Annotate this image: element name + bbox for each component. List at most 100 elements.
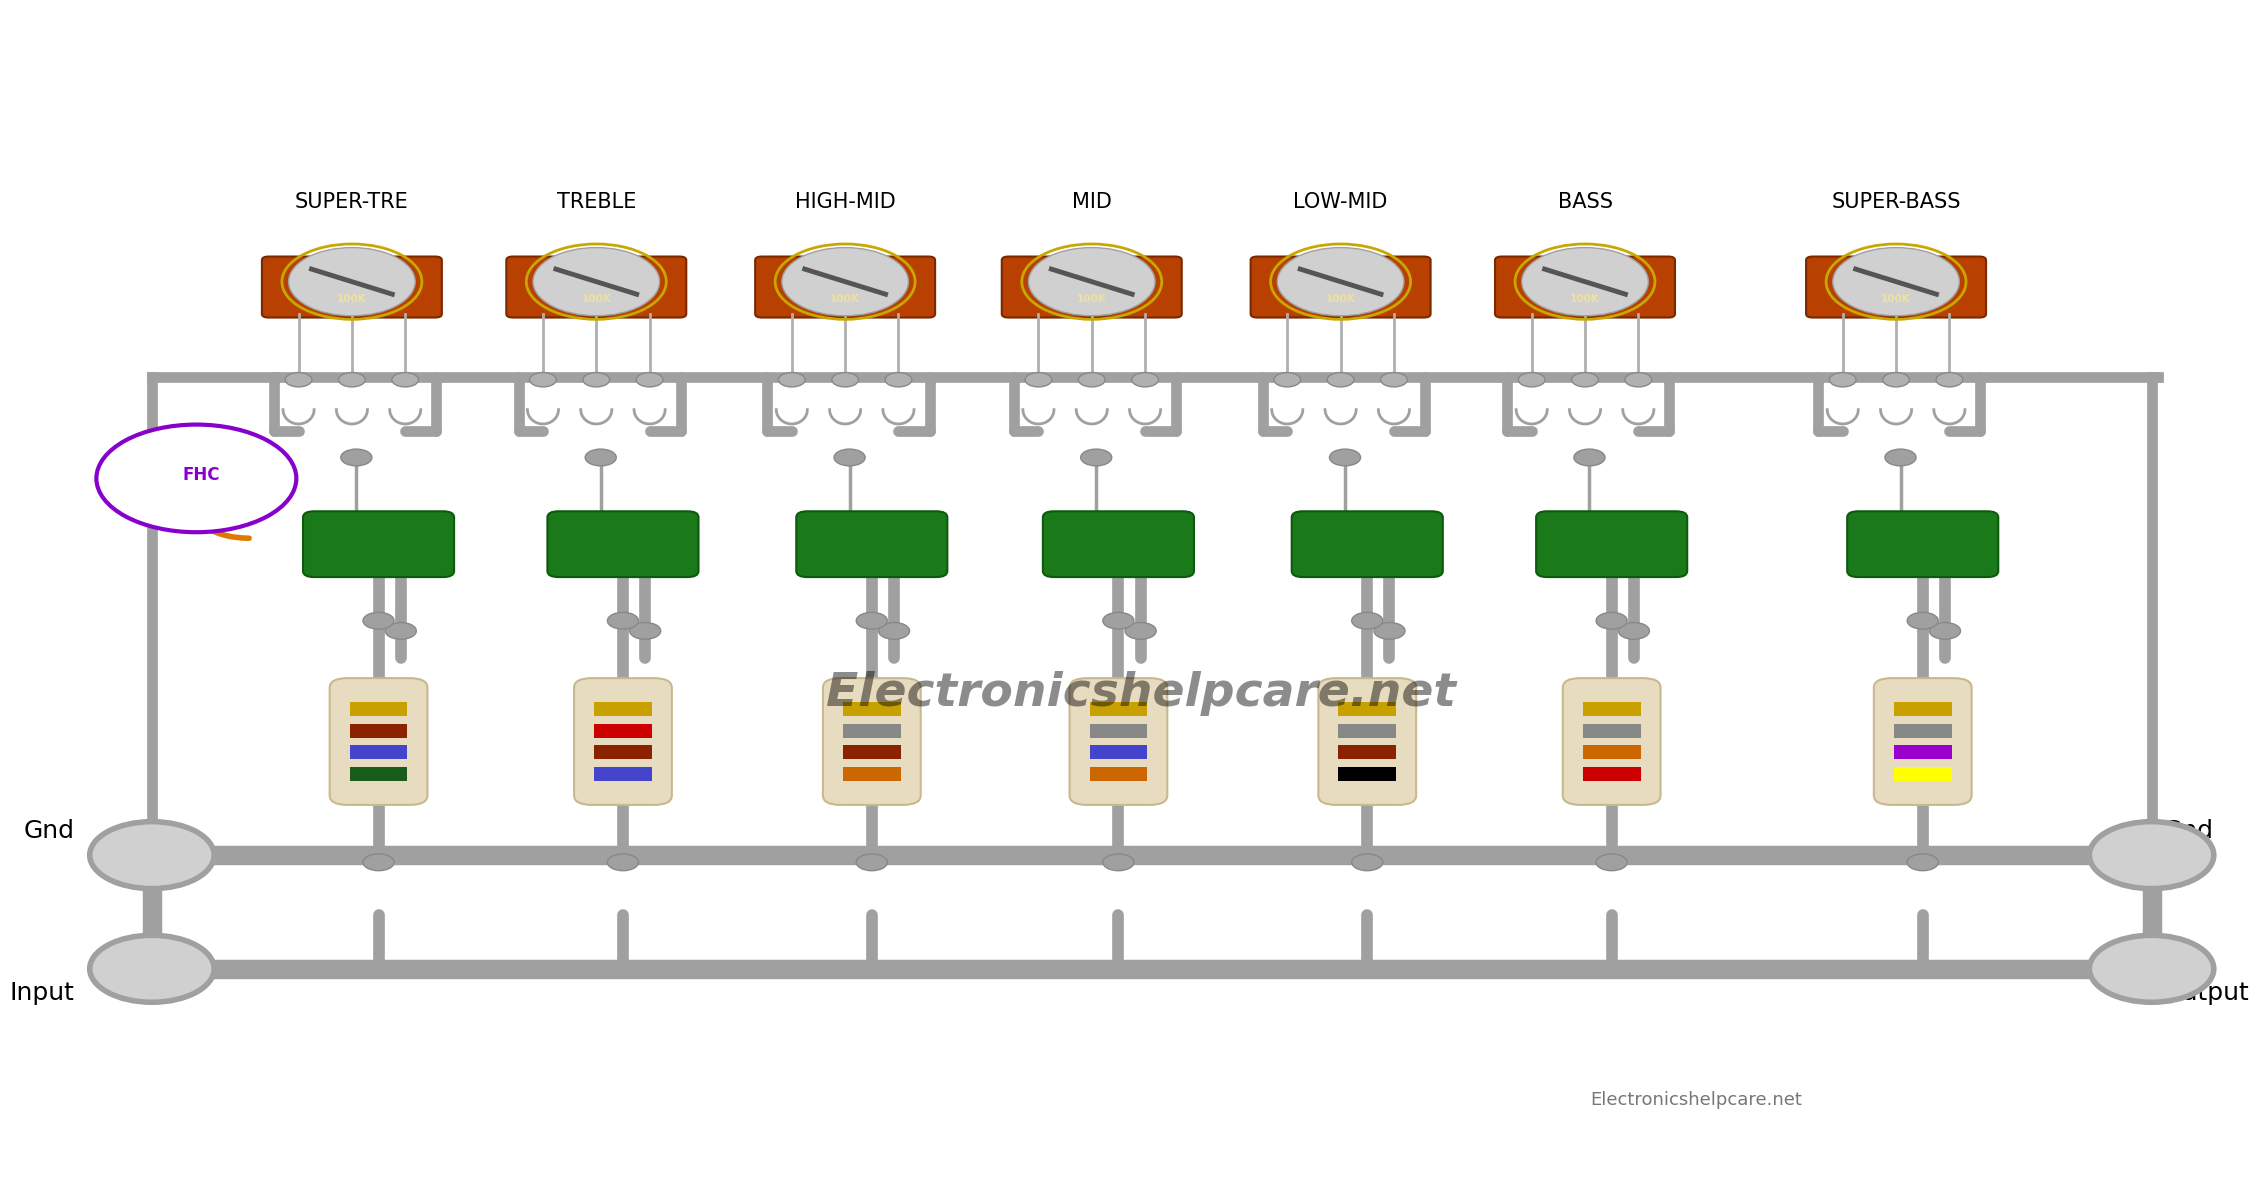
Circle shape [1907,854,1939,871]
Bar [349,724,408,738]
Bar [1583,702,1640,716]
Text: TREBLE: TREBLE [556,193,635,213]
Circle shape [1329,448,1361,465]
Text: Electronicshelpcare.net: Electronicshelpcare.net [1590,1091,1803,1110]
Circle shape [288,248,415,316]
Circle shape [1522,248,1649,316]
Text: 100K: 100K [830,294,860,304]
Circle shape [835,448,864,465]
Bar [1583,767,1640,781]
Circle shape [1597,854,1626,871]
Bar [349,767,408,781]
Circle shape [885,373,912,388]
FancyBboxPatch shape [1250,256,1431,317]
Circle shape [1597,612,1626,629]
FancyBboxPatch shape [1070,678,1168,805]
FancyBboxPatch shape [796,511,948,576]
Circle shape [1132,373,1159,388]
FancyBboxPatch shape [1293,511,1442,576]
Circle shape [608,854,640,871]
Circle shape [531,373,556,388]
Circle shape [1574,448,1606,465]
Text: Gnd: Gnd [23,819,75,843]
FancyBboxPatch shape [1495,256,1676,317]
FancyBboxPatch shape [1563,678,1660,805]
Bar [1338,767,1397,781]
Circle shape [338,373,365,388]
Circle shape [1102,612,1134,629]
Circle shape [2089,822,2214,889]
Circle shape [778,373,805,388]
Circle shape [286,373,313,388]
Bar [1894,702,1950,716]
FancyBboxPatch shape [261,256,442,317]
Circle shape [857,854,887,871]
Text: 100K: 100K [1569,294,1599,304]
Circle shape [2089,935,2214,1002]
Text: Electronicshelpcare.net: Electronicshelpcare.net [826,671,1456,716]
Circle shape [95,425,297,532]
Bar [844,702,900,716]
Circle shape [1125,622,1157,639]
Text: LOW-MID: LOW-MID [1293,193,1388,213]
Circle shape [1277,248,1404,316]
Bar [1338,745,1397,759]
Circle shape [1830,373,1855,388]
Circle shape [832,373,860,388]
Bar [1894,745,1950,759]
Bar [594,724,651,738]
Text: Output: Output [2164,981,2250,1005]
FancyBboxPatch shape [823,678,921,805]
Circle shape [1624,373,1651,388]
Circle shape [1885,448,1916,465]
FancyBboxPatch shape [755,256,934,317]
Circle shape [1930,622,1960,639]
Bar [1089,767,1148,781]
Bar [1338,724,1397,738]
Circle shape [637,373,662,388]
Bar [1894,724,1950,738]
Text: Input: Input [9,981,75,1005]
Circle shape [631,622,660,639]
Circle shape [1517,373,1545,388]
Circle shape [585,448,617,465]
FancyBboxPatch shape [329,678,426,805]
Circle shape [608,612,640,629]
Circle shape [363,612,395,629]
FancyBboxPatch shape [1873,678,1971,805]
Text: MID: MID [1073,193,1111,213]
Text: SUPER-TRE: SUPER-TRE [295,193,408,213]
Bar [1583,745,1640,759]
Circle shape [1937,373,1962,388]
Circle shape [1275,373,1300,388]
Circle shape [1619,622,1649,639]
FancyBboxPatch shape [547,511,699,576]
FancyBboxPatch shape [506,256,687,317]
Circle shape [1381,373,1406,388]
Circle shape [1025,373,1052,388]
Text: 100K: 100K [1327,294,1356,304]
Circle shape [1572,373,1599,388]
Text: 100K: 100K [338,294,367,304]
Text: FHC: FHC [181,465,220,484]
Circle shape [533,248,660,316]
Circle shape [1027,248,1154,316]
Bar [1089,724,1148,738]
Text: BASS: BASS [1558,193,1613,213]
Bar [1894,767,1950,781]
FancyBboxPatch shape [1846,511,1998,576]
Text: 100K: 100K [1880,294,1912,304]
Circle shape [340,448,372,465]
Circle shape [1077,373,1105,388]
Circle shape [857,612,887,629]
Bar [844,745,900,759]
Circle shape [1080,448,1111,465]
Circle shape [91,822,213,889]
Text: 100K: 100K [1077,294,1107,304]
Text: HIGH-MID: HIGH-MID [794,193,896,213]
Bar [349,745,408,759]
Bar [844,724,900,738]
Circle shape [583,373,610,388]
Circle shape [91,935,213,1002]
Bar [1089,745,1148,759]
